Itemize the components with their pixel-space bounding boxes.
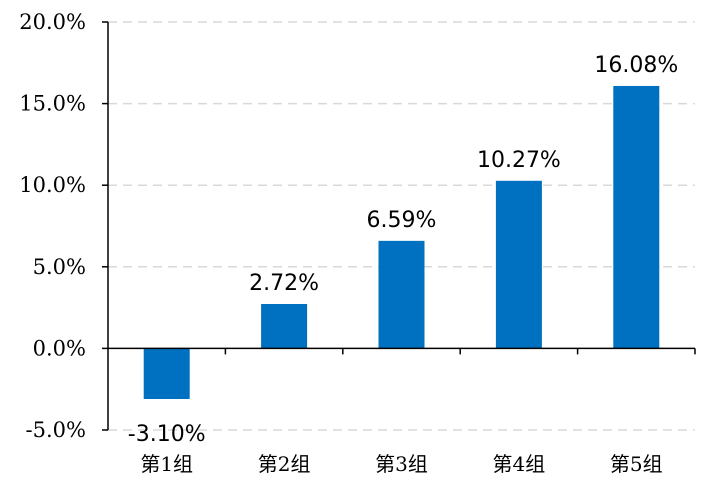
y-tick-label: 20.0% [19,10,86,34]
y-tick-label: -5.0% [26,418,86,442]
bar [261,304,308,349]
y-tick-label: 10.0% [19,173,86,197]
y-tick-label: 5.0% [33,255,86,279]
data-label: 6.59% [367,208,437,233]
data-label: -3.10% [128,422,206,447]
x-tick-label: 第2组 [258,452,311,476]
bars [143,85,660,399]
x-tick-label: 第3组 [375,452,428,476]
bar [143,348,190,399]
bar [613,85,660,349]
y-tick-labels: 20.0% 15.0% 10.0% 5.0% 0.0% -5.0% [19,10,86,442]
axes [102,21,696,431]
bar [378,240,425,349]
x-tick-label: 第1组 [140,452,193,476]
y-tick-label: 15.0% [19,92,86,116]
x-tick-label: 第4组 [493,452,546,476]
data-label: 2.72% [249,271,319,296]
x-tick-label: 第5组 [610,452,663,476]
data-label: 10.27% [477,148,561,173]
y-tick-label: 0.0% [33,336,86,360]
data-labels: -3.10% 2.72% 6.59% 10.27% 16.08% [128,53,678,447]
data-label: 16.08% [594,53,678,78]
x-tick-labels: 第1组 第2组 第3组 第4组 第5组 [140,452,662,476]
bar [495,180,542,349]
